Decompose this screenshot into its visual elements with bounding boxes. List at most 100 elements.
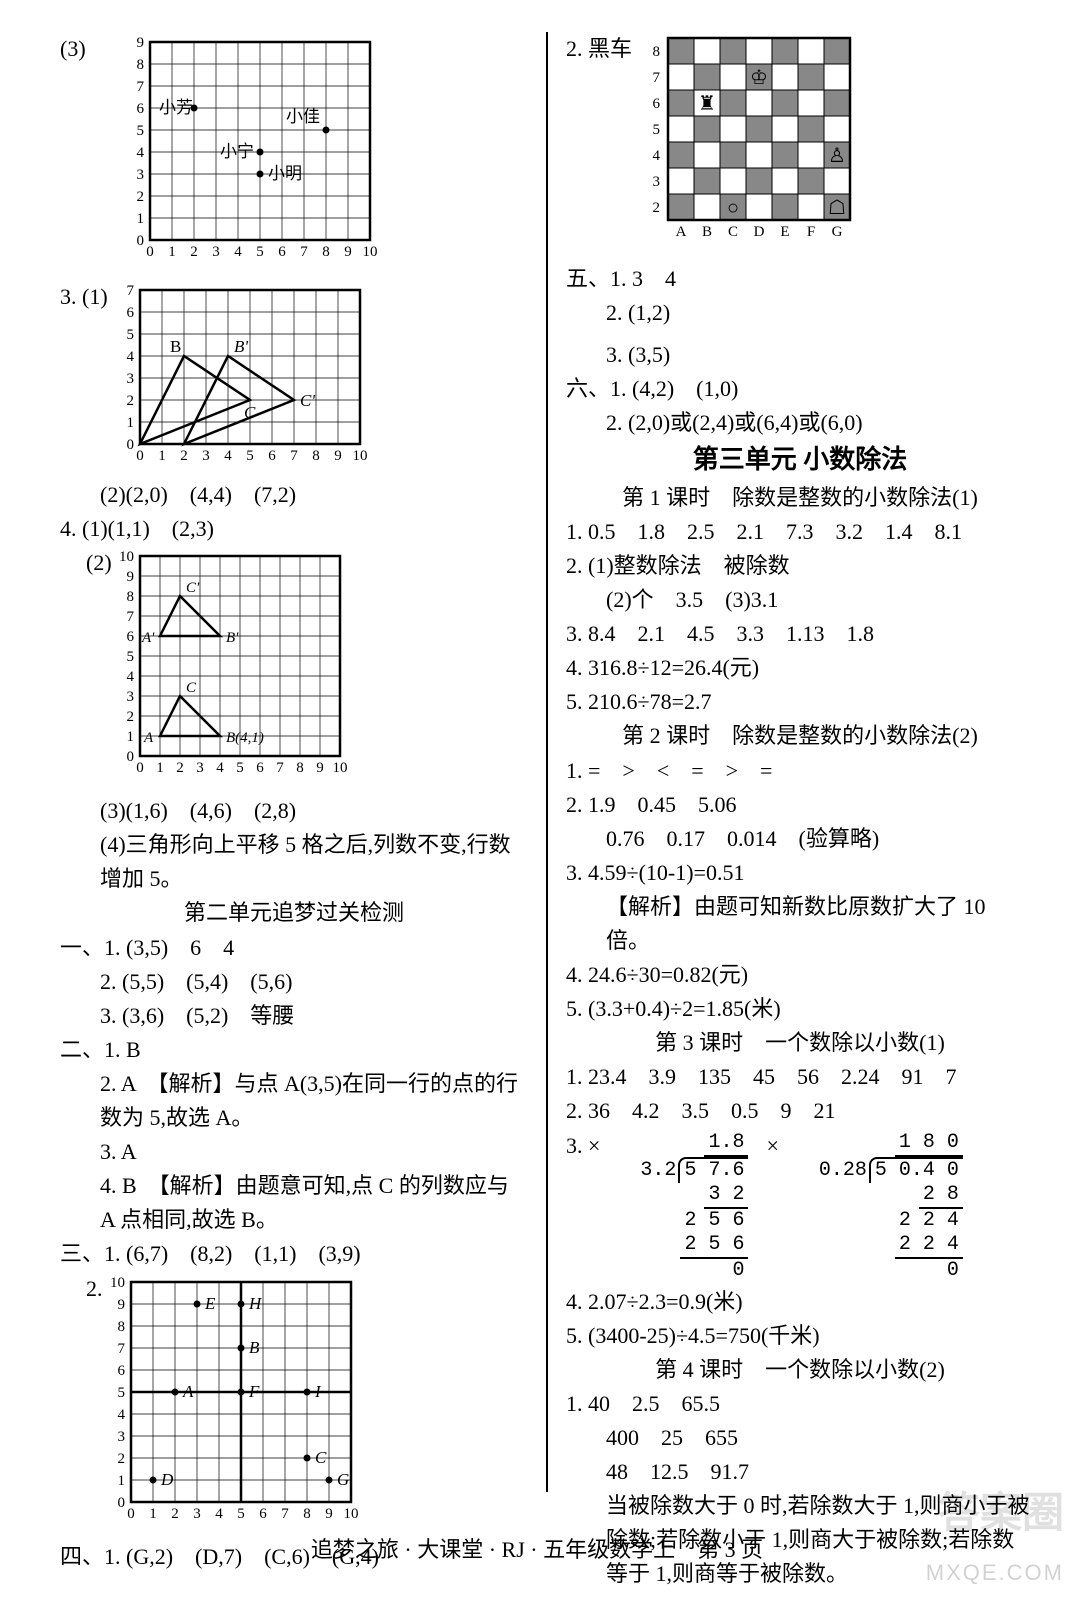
svg-text:♔: ♔ [750, 67, 768, 89]
svg-text:2: 2 [126, 709, 134, 725]
grid-triangles: 01234567891001234567BB'CC' [116, 284, 376, 474]
svg-text:8: 8 [136, 57, 144, 73]
lesson1-h: 第 1 课时 除数是整数的小数除法(1) [566, 481, 1034, 515]
sec6-2: 2. (2,0)或(2,4)或(6,4)或(6,0) [566, 406, 1034, 440]
svg-text:3: 3 [193, 1506, 201, 1522]
svg-text:10: 10 [362, 244, 377, 260]
svg-text:○: ○ [727, 197, 739, 219]
l1-2b: (2)个 3.5 (3)3.1 [566, 583, 1034, 617]
page-footer: 追梦之旅 · 大课堂 · RJ · 五年级数学上 第 3 页 [0, 1532, 1074, 1564]
svg-text:C': C' [186, 580, 200, 596]
svg-text:C: C [728, 224, 738, 240]
sec5-3: 3. (3,5) [566, 338, 1034, 372]
svg-text:4: 4 [224, 448, 232, 464]
svg-text:1: 1 [136, 211, 144, 227]
svg-text:0: 0 [117, 1495, 125, 1511]
grid-translate: 012345678910012345678910A'C'B'ACB(4,1) [116, 550, 356, 790]
svg-text:6: 6 [136, 101, 144, 117]
svg-text:0: 0 [136, 233, 144, 249]
svg-text:2: 2 [180, 448, 188, 464]
svg-text:8: 8 [296, 760, 304, 776]
l1-1: 1. 0.5 1.8 2.5 2.1 7.3 3.2 1.4 8.1 [566, 515, 1034, 549]
svg-text:3: 3 [196, 760, 204, 776]
svg-text:0: 0 [127, 1506, 135, 1522]
l3-3-mid: × [766, 1129, 778, 1163]
column-divider [546, 32, 548, 1492]
svg-text:1: 1 [117, 1473, 125, 1489]
svg-text:小芳: 小芳 [159, 98, 193, 117]
svg-text:7: 7 [117, 1341, 125, 1357]
sec5-1: 五、1. 3 4 [566, 262, 1034, 296]
l3-3-prefix: 3. × [566, 1129, 600, 1163]
lesson2-h: 第 2 课时 除数是整数的小数除法(2) [566, 719, 1034, 753]
sec3-2-label: 2. [60, 1272, 103, 1540]
q3-2: (2)(2,0) (4,4) (7,2) [60, 478, 528, 512]
svg-text:2: 2 [653, 200, 661, 216]
svg-text:8: 8 [117, 1319, 125, 1335]
svg-text:G: G [832, 224, 843, 240]
l4-1b: 400 25 655 [566, 1421, 1034, 1455]
svg-text:4: 4 [126, 349, 134, 365]
svg-text:3: 3 [126, 371, 134, 387]
test-heading: 第二单元追梦过关检测 [60, 896, 528, 930]
svg-text:8: 8 [303, 1506, 311, 1522]
svg-text:6: 6 [117, 1363, 125, 1379]
svg-text:4: 4 [653, 148, 661, 164]
svg-text:3: 3 [126, 689, 134, 705]
svg-text:2: 2 [117, 1451, 125, 1467]
svg-text:E: E [204, 1294, 216, 1313]
svg-text:5: 5 [126, 649, 134, 665]
svg-text:2: 2 [176, 760, 184, 776]
q4-1: 4. (1)(1,1) (2,3) [60, 512, 528, 546]
svg-text:1: 1 [168, 244, 176, 260]
l3-1: 1. 23.4 3.9 135 45 56 2.24 91 7 [566, 1060, 1034, 1094]
lesson4-h: 第 4 课时 一个数除以小数(2) [566, 1353, 1034, 1387]
svg-text:7: 7 [126, 284, 134, 299]
svg-text:4: 4 [216, 760, 224, 776]
sec2-1: 二、1. B [60, 1033, 528, 1067]
svg-text:6: 6 [259, 1506, 267, 1522]
svg-text:4: 4 [234, 244, 242, 260]
svg-text:5: 5 [246, 448, 254, 464]
svg-text:B: B [249, 1338, 260, 1357]
svg-text:1: 1 [158, 448, 166, 464]
svg-text:7: 7 [653, 70, 661, 86]
svg-text:7: 7 [276, 760, 284, 776]
svg-text:1: 1 [156, 760, 164, 776]
svg-text:7: 7 [281, 1506, 289, 1522]
l1-2a: 2. (1)整数除法 被除数 [566, 549, 1034, 583]
svg-text:A': A' [141, 630, 155, 646]
l2-3a: 3. 4.59÷(10-1)=0.51 [566, 856, 1034, 890]
svg-text:0: 0 [136, 760, 144, 776]
q3-1-label: 3. (1) [60, 280, 108, 478]
q4-3: (3)(1,6) (4,6) (2,8) [60, 794, 528, 828]
svg-text:6: 6 [126, 305, 134, 321]
svg-text:6: 6 [653, 96, 661, 112]
svg-text:E: E [780, 224, 789, 240]
svg-text:7: 7 [126, 609, 134, 625]
svg-text:小佳: 小佳 [286, 107, 320, 126]
svg-text:10: 10 [110, 1276, 125, 1291]
svg-text:A: A [182, 1382, 194, 1401]
svg-text:A: A [143, 730, 154, 746]
long-division-1: 1.83.25 7.63 22 5 62 5 60 [640, 1131, 748, 1283]
svg-text:10: 10 [352, 448, 367, 464]
svg-text:8: 8 [312, 448, 320, 464]
l1-3: 3. 8.4 2.1 4.5 3.3 1.13 1.8 [566, 617, 1034, 651]
q4-4: (4)三角形向上平移 5 格之后,列数不变,行数增加 5。 [60, 828, 528, 896]
l2-3b: 【解析】由题可知新数比原数扩大了 10 倍。 [566, 890, 1034, 958]
svg-text:5: 5 [237, 1506, 245, 1522]
svg-text:B(4,1): B(4,1) [226, 730, 264, 746]
sec5-2: 2. (1,2) [566, 296, 1034, 330]
svg-text:D: D [160, 1470, 174, 1489]
svg-text:♜: ♜ [698, 93, 716, 115]
svg-text:C': C' [300, 391, 315, 410]
svg-text:0: 0 [136, 448, 144, 464]
svg-text:4: 4 [126, 669, 134, 685]
svg-text:3: 3 [212, 244, 220, 260]
svg-text:2: 2 [126, 393, 134, 409]
svg-text:8: 8 [322, 244, 330, 260]
svg-text:B': B' [234, 337, 248, 356]
lesson3-h: 第 3 课时 一个数除以小数(1) [566, 1026, 1034, 1060]
svg-text:1: 1 [126, 729, 134, 745]
